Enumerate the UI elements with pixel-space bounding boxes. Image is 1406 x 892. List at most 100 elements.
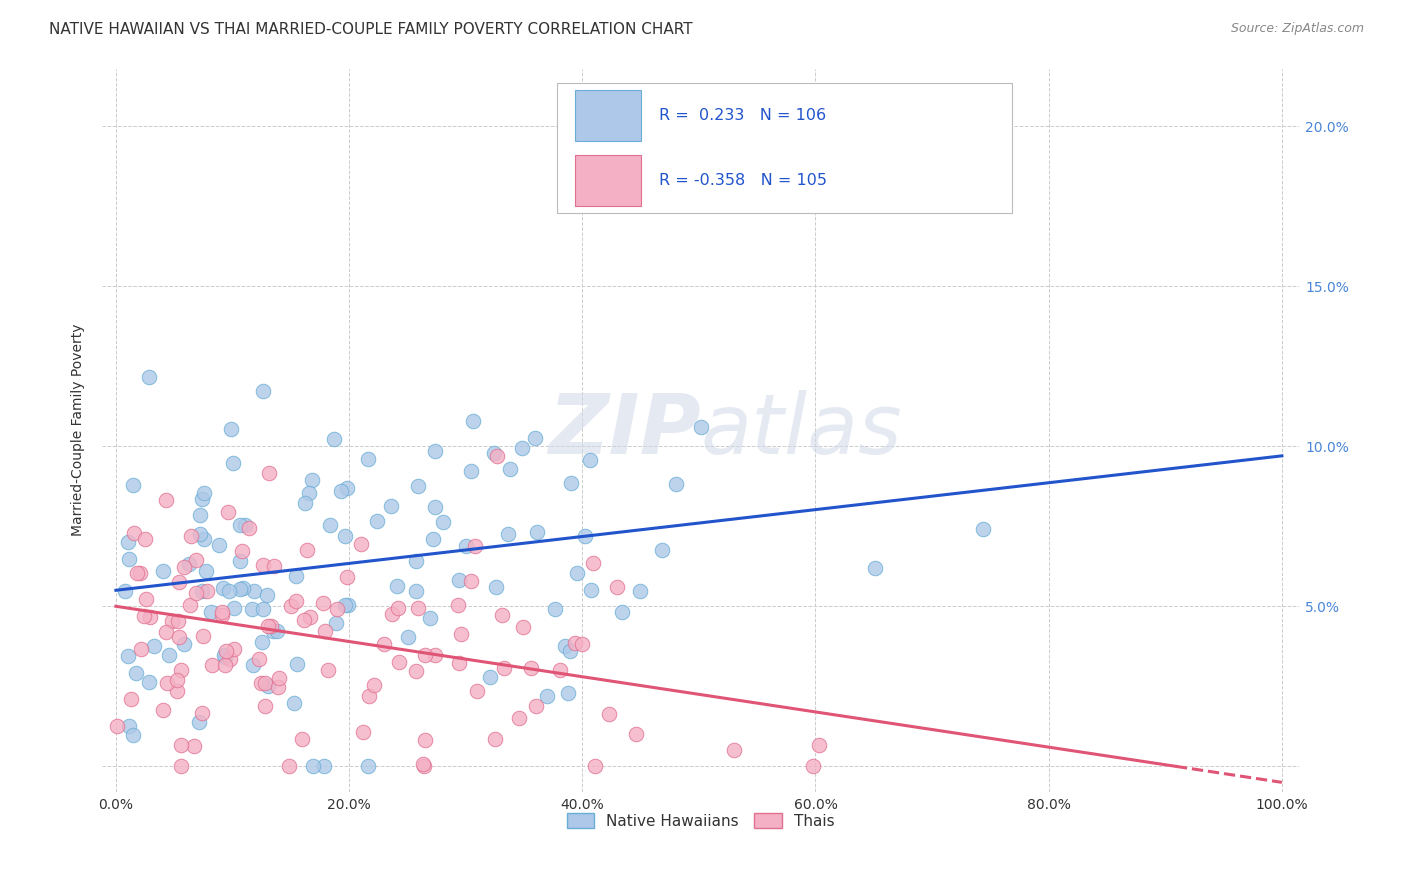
Point xyxy=(385,578,408,592)
Point xyxy=(188,714,211,729)
Point xyxy=(228,554,250,568)
Point xyxy=(266,624,288,638)
Point xyxy=(235,518,257,533)
Point xyxy=(166,673,188,688)
Point xyxy=(491,607,513,622)
Bar xyxy=(575,90,641,141)
Point xyxy=(380,499,402,513)
Point xyxy=(373,637,395,651)
Point xyxy=(548,663,571,677)
Point xyxy=(485,580,508,594)
Point xyxy=(405,554,427,568)
Point xyxy=(291,731,314,746)
Point xyxy=(252,384,274,398)
Point xyxy=(432,516,454,530)
Point xyxy=(574,529,596,543)
Point xyxy=(221,456,243,470)
Point xyxy=(449,574,471,588)
Point xyxy=(598,707,620,722)
Point xyxy=(200,606,222,620)
Point xyxy=(299,609,322,624)
Point xyxy=(188,526,211,541)
Point xyxy=(484,446,506,460)
Point xyxy=(366,515,388,529)
Point xyxy=(152,565,174,579)
Point xyxy=(193,486,215,500)
Point xyxy=(277,759,299,773)
Point xyxy=(190,491,212,506)
Point xyxy=(167,630,190,644)
Point xyxy=(335,599,357,613)
Point xyxy=(415,732,437,747)
Point xyxy=(651,543,673,558)
Point xyxy=(689,420,711,434)
Point xyxy=(463,414,485,428)
Point xyxy=(479,670,502,684)
Point xyxy=(626,727,648,741)
Point xyxy=(152,703,174,717)
Point xyxy=(284,593,307,607)
Point xyxy=(326,602,349,616)
Point xyxy=(242,601,264,615)
Point xyxy=(422,532,444,546)
Point xyxy=(557,685,579,699)
Point xyxy=(195,584,218,599)
Point xyxy=(295,543,318,558)
Point xyxy=(336,570,359,584)
Point xyxy=(567,566,589,581)
Point xyxy=(252,635,274,649)
Text: Source: ZipAtlas.com: Source: ZipAtlas.com xyxy=(1230,22,1364,36)
Point xyxy=(560,476,582,491)
Point xyxy=(195,564,218,578)
Point xyxy=(254,676,277,690)
Point xyxy=(465,683,488,698)
Point xyxy=(128,566,150,580)
Point xyxy=(460,464,482,478)
Point xyxy=(238,521,260,535)
Point xyxy=(335,481,357,495)
Point xyxy=(117,534,139,549)
Point xyxy=(117,719,139,733)
Point xyxy=(219,652,242,666)
Point xyxy=(406,601,429,615)
Point xyxy=(247,651,270,665)
Point xyxy=(231,544,253,558)
Point xyxy=(665,476,688,491)
Text: R =  0.233   N = 106: R = 0.233 N = 106 xyxy=(659,108,825,123)
Point xyxy=(256,679,278,693)
Point xyxy=(583,759,606,773)
Point xyxy=(396,630,419,644)
Point xyxy=(212,582,235,596)
Point xyxy=(134,532,156,546)
Point xyxy=(284,569,307,583)
Point xyxy=(214,650,236,665)
Point xyxy=(191,583,214,598)
Point xyxy=(138,370,160,384)
Point xyxy=(450,627,472,641)
Point xyxy=(156,675,179,690)
Point xyxy=(333,528,356,542)
Point xyxy=(554,639,576,653)
Point xyxy=(363,678,385,692)
Point xyxy=(808,738,831,752)
Point xyxy=(224,641,246,656)
Point xyxy=(524,431,547,445)
Point xyxy=(256,619,278,633)
Point xyxy=(571,637,593,651)
Point xyxy=(319,518,342,533)
Point xyxy=(214,658,236,673)
Point xyxy=(105,719,128,733)
Point xyxy=(173,637,195,651)
Point xyxy=(863,561,886,575)
Point xyxy=(180,529,202,543)
Point xyxy=(311,596,333,610)
Point xyxy=(464,539,486,553)
Point xyxy=(524,699,547,714)
Point xyxy=(155,493,177,508)
Point xyxy=(579,583,602,598)
Point xyxy=(160,614,183,628)
Point xyxy=(356,452,378,467)
Point xyxy=(121,478,143,492)
Point xyxy=(211,605,233,619)
Point xyxy=(486,449,509,463)
